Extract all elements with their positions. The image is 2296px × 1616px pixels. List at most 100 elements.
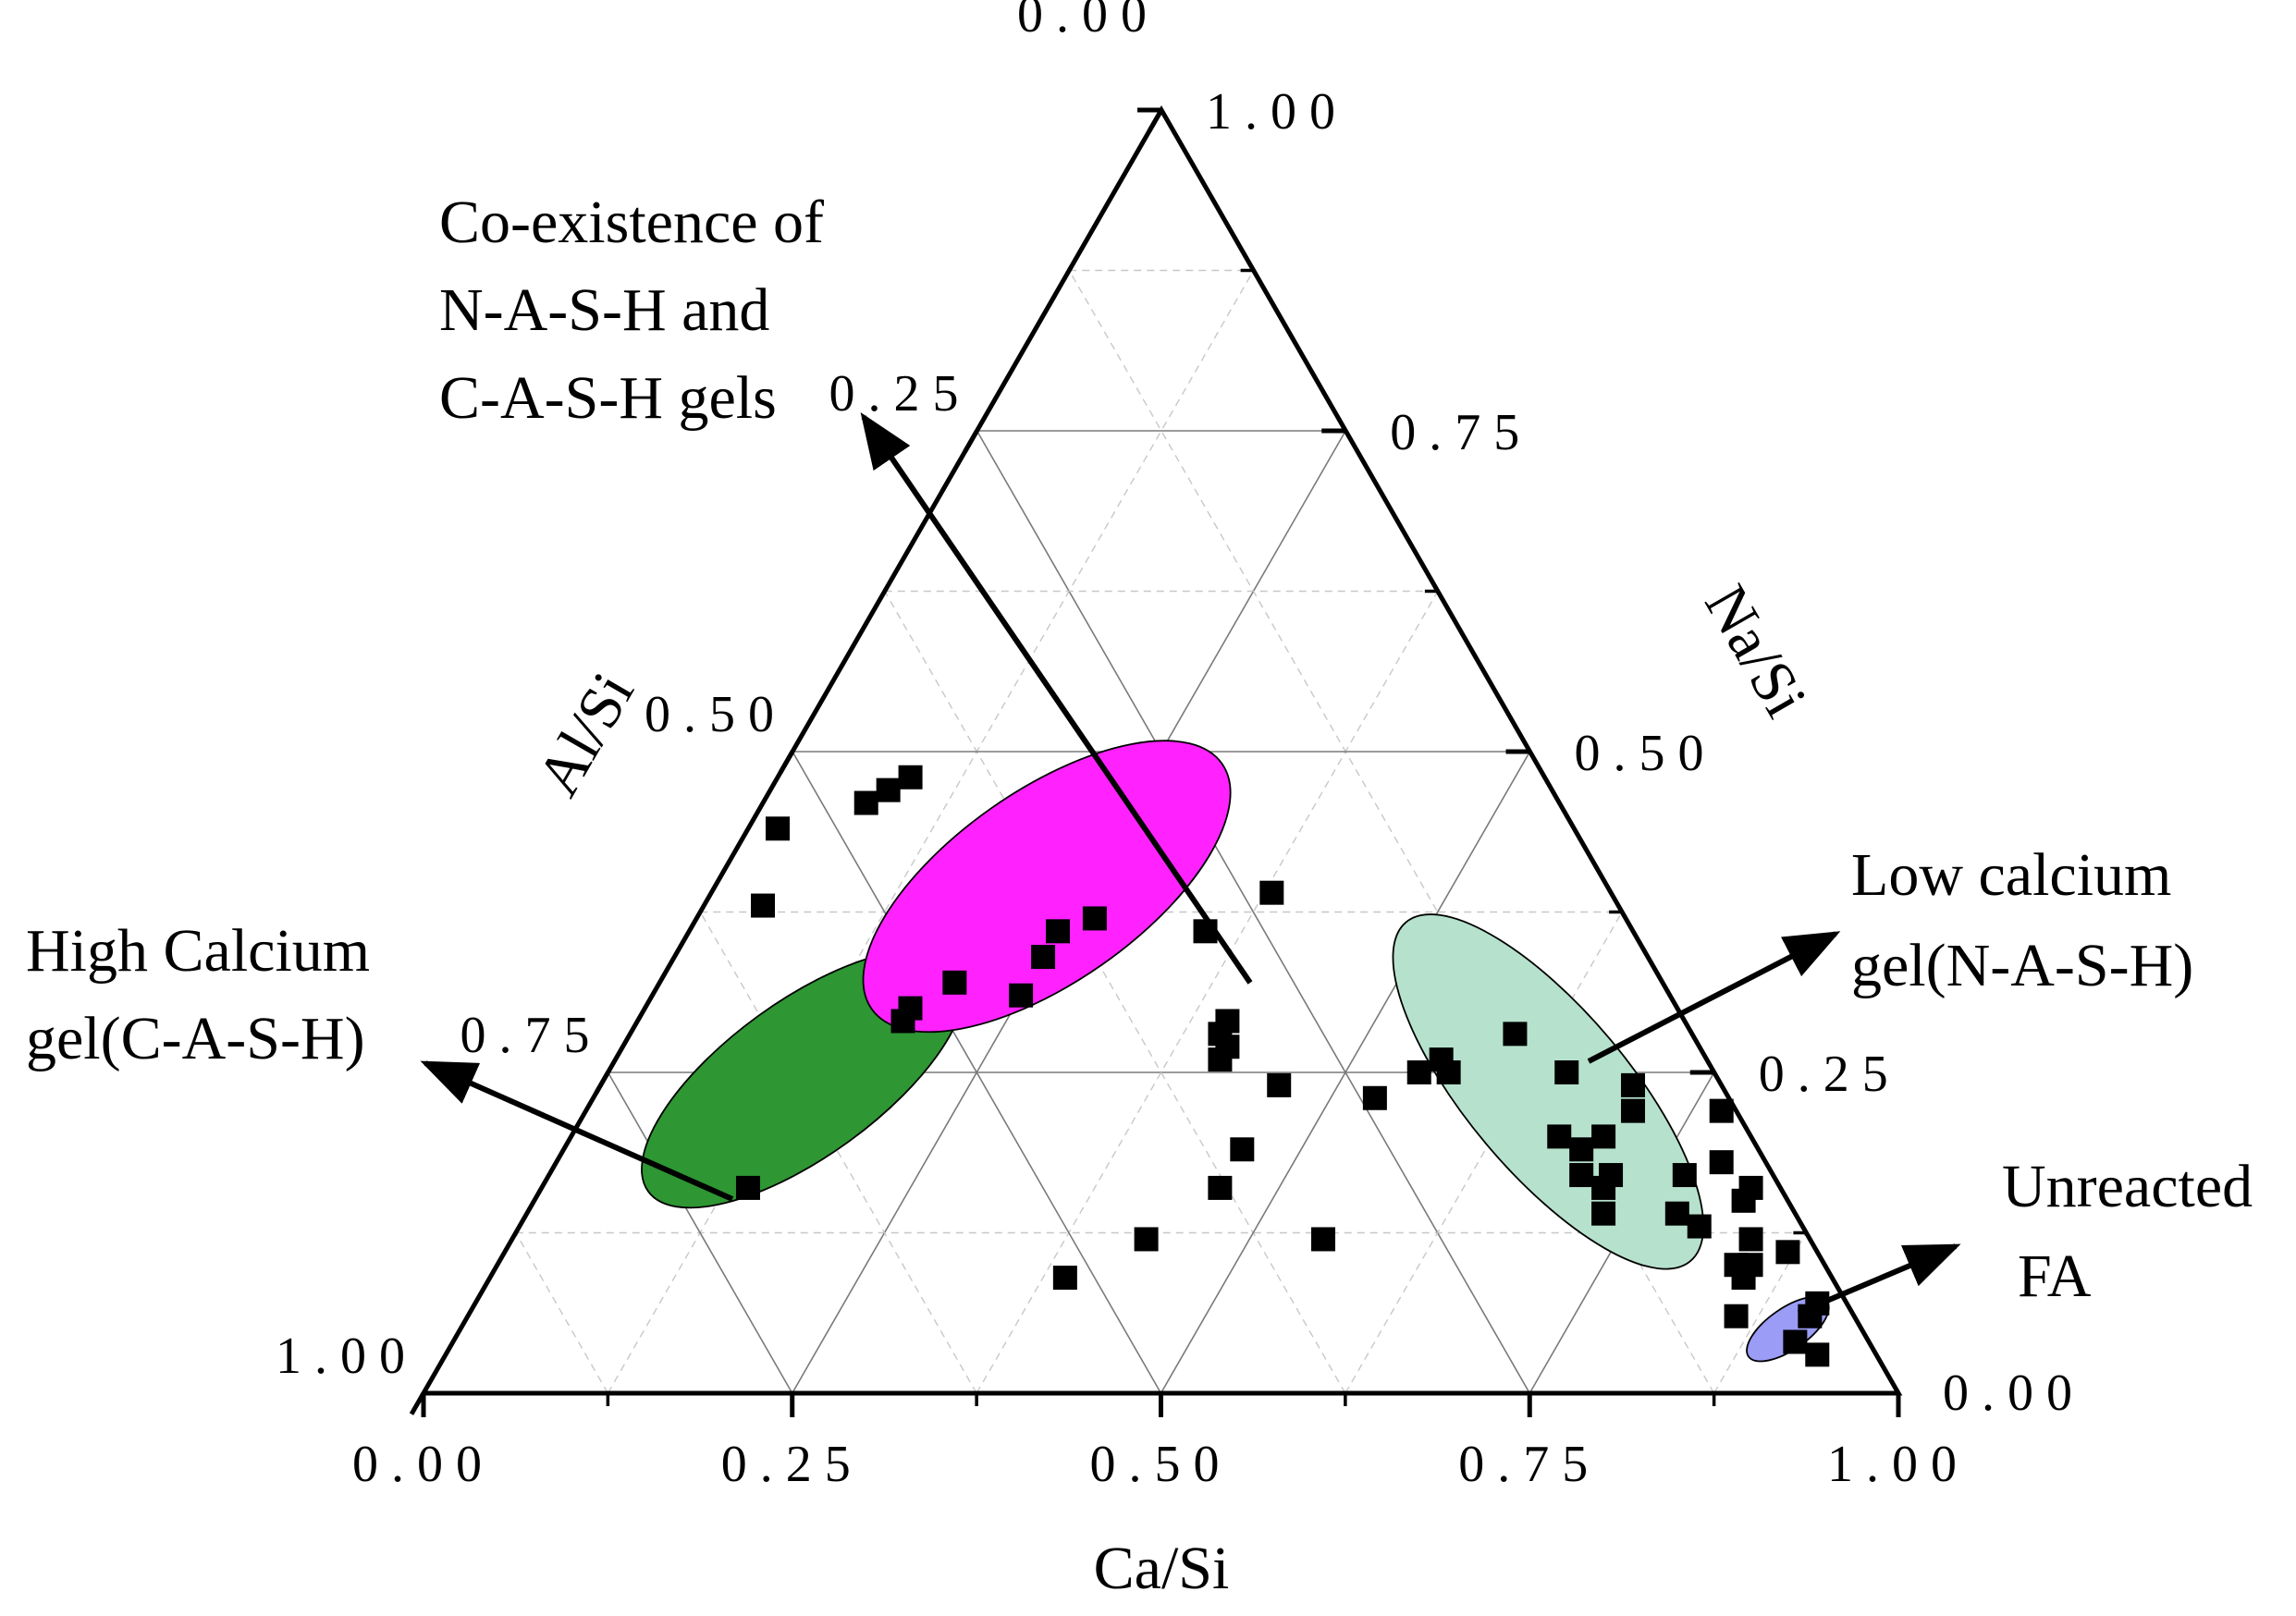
data-point xyxy=(1503,1022,1528,1047)
bottom-axis-title: Ca/Si xyxy=(1094,1535,1230,1602)
grid-line-l xyxy=(1160,751,1531,1394)
data-point xyxy=(1591,1175,1616,1200)
grid-line-r xyxy=(792,751,1162,1394)
axis-ticks xyxy=(409,107,1901,1417)
grid-line-l xyxy=(1713,1232,1807,1394)
data-point xyxy=(1046,919,1071,944)
arrow-coexistence xyxy=(860,412,1253,985)
grid-line-r xyxy=(699,912,977,1394)
annotation-coexistence-line-2: N-A-S-H and xyxy=(439,276,769,344)
data-point xyxy=(1591,1124,1616,1149)
bottom-tick-label: 0.00 xyxy=(352,1436,495,1493)
data-point xyxy=(766,816,791,841)
data-point xyxy=(1215,1009,1240,1034)
data-point xyxy=(735,1175,760,1200)
grid-line-r xyxy=(607,1071,793,1394)
grid-line-l xyxy=(1344,912,1623,1394)
annotation-coexistence-line-1: Co-existence of xyxy=(439,189,824,256)
tick-left xyxy=(409,1391,426,1415)
right-tick-label: 0.75 xyxy=(1390,404,1532,461)
data-point xyxy=(1362,1085,1387,1110)
tick-left xyxy=(877,590,887,604)
left-tick-label: 1.00 xyxy=(276,1328,418,1385)
tick-left xyxy=(508,1231,518,1245)
annotation-arrows xyxy=(420,412,1961,1316)
grid-line-r xyxy=(515,1232,608,1394)
right-tick-label: 0.00 xyxy=(1943,1365,2085,1422)
data-point xyxy=(1621,1098,1646,1123)
bottom-tick-label: 0.50 xyxy=(1090,1436,1233,1493)
right-axis-title: Na/Si xyxy=(1691,574,1819,728)
arrow-high-calcium xyxy=(420,1060,734,1202)
annotation-low-calcium-line-1: Low calcium xyxy=(1851,841,2171,909)
data-point xyxy=(1724,1304,1749,1328)
region-ellipse-2 xyxy=(1392,913,1705,1270)
data-point xyxy=(1547,1124,1572,1149)
data-point xyxy=(1259,880,1284,905)
tick-left xyxy=(594,1071,610,1095)
data-point xyxy=(1230,1137,1255,1162)
data-point xyxy=(1738,1227,1763,1252)
data-point xyxy=(1569,1163,1594,1188)
left-tick-label: 0.50 xyxy=(645,686,787,743)
tick-left xyxy=(963,429,979,453)
left-tick-label: 0.25 xyxy=(829,365,972,422)
data-point xyxy=(1709,1098,1734,1123)
data-point xyxy=(1709,1150,1734,1175)
data-point xyxy=(1664,1201,1689,1226)
data-point xyxy=(1724,1253,1749,1278)
annotation-unreacted-fa-line-2: FA xyxy=(2018,1243,2092,1310)
annotation-high-calcium: High Calcium gel(C-A-S-H) xyxy=(26,917,370,1072)
data-point xyxy=(1591,1201,1616,1226)
data-point xyxy=(898,765,923,790)
right-tick-label: 0.50 xyxy=(1575,725,1717,782)
region-ellipses xyxy=(641,740,1830,1363)
data-point xyxy=(1009,983,1034,1008)
left-tick-label: 0.75 xyxy=(460,1007,603,1064)
data-point xyxy=(751,893,776,918)
data-point xyxy=(853,790,878,815)
data-point xyxy=(1134,1227,1159,1252)
data-point xyxy=(1082,906,1107,931)
grid-line-l xyxy=(607,270,1255,1394)
right-tick-label: 1.00 xyxy=(1206,83,1348,141)
annotation-high-calcium-line-1: High Calcium xyxy=(26,917,370,985)
tick-left xyxy=(1061,269,1071,283)
data-point xyxy=(1569,1137,1594,1162)
data-point xyxy=(1208,1175,1233,1200)
tick-left xyxy=(1147,108,1164,132)
grid-lines xyxy=(515,269,1807,1394)
arrow-unreacted-fa xyxy=(1797,1243,1961,1316)
data-point xyxy=(1783,1329,1808,1354)
data-point xyxy=(1052,1266,1077,1291)
data-point xyxy=(1731,1188,1756,1213)
data-point xyxy=(942,970,967,995)
annotation-low-calcium: Low calcium gel(N-A-S-H) xyxy=(1851,841,2193,999)
data-point xyxy=(1311,1227,1336,1252)
grid-line-l xyxy=(976,591,1439,1394)
bottom-tick-label: 1.00 xyxy=(1827,1436,1970,1493)
axis-tick-labels: 0.00 0.00 0.00 0.25 0.25 0.25 0.50 0.50 0.50 0.75… xyxy=(276,0,2085,1493)
data-point xyxy=(1621,1072,1646,1097)
data-point xyxy=(1554,1060,1579,1084)
annotation-low-calcium-line-2: gel(N-A-S-H) xyxy=(1851,932,2193,999)
data-point xyxy=(898,996,923,1021)
annotation-coexistence-line-3: C-A-S-H gels xyxy=(439,364,777,432)
right-tick-label: 0.25 xyxy=(1759,1046,1901,1103)
grid-line-r xyxy=(884,591,1346,1394)
arrow-low-calcium xyxy=(1587,931,1841,1064)
left-tick-label: 0.00 xyxy=(1017,0,1160,43)
data-point xyxy=(1805,1342,1830,1367)
data-point xyxy=(1031,945,1056,970)
annotation-unreacted-fa: Unreacted FA xyxy=(2002,1153,2253,1310)
annotation-coexistence: Co-existence of N-A-S-H and C-A-S-H gels xyxy=(439,189,824,432)
left-axis-title: Al/Si xyxy=(524,662,647,807)
data-point xyxy=(1672,1163,1697,1188)
data-point xyxy=(1267,1072,1292,1097)
data-point xyxy=(876,777,901,802)
bottom-tick-label: 0.75 xyxy=(1458,1436,1601,1493)
tick-left xyxy=(778,750,795,774)
data-point xyxy=(1687,1214,1712,1239)
data-point xyxy=(1436,1060,1461,1084)
